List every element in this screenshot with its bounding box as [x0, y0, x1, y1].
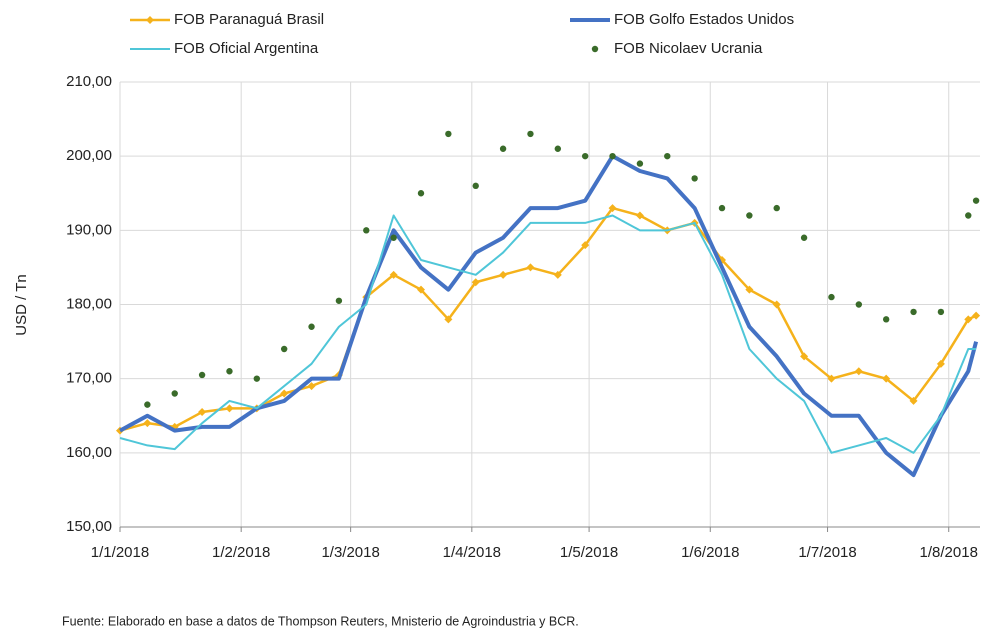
point — [280, 389, 289, 398]
x-tick-label: 1/5/2018 — [560, 544, 618, 561]
x-tick-label: 1/3/2018 — [321, 544, 379, 561]
point — [972, 311, 981, 320]
point — [691, 175, 698, 182]
point — [499, 270, 508, 279]
point — [553, 270, 562, 279]
y-tick-label: 210,00 — [66, 73, 112, 90]
point — [144, 401, 151, 408]
point — [143, 419, 152, 428]
point — [363, 227, 370, 234]
legend-swatch — [591, 45, 599, 53]
y-tick-label: 170,00 — [66, 370, 112, 387]
x-tick-label: 1/4/2018 — [443, 544, 501, 561]
y-tick-label: 190,00 — [66, 221, 112, 238]
point — [527, 130, 534, 138]
y-tick-label: 150,00 — [66, 518, 112, 535]
series-line — [119, 206, 977, 432]
point — [664, 152, 671, 160]
point — [526, 263, 535, 272]
point — [910, 308, 917, 316]
point — [936, 359, 945, 368]
point — [445, 130, 452, 138]
point — [800, 234, 808, 241]
point — [745, 285, 754, 294]
point — [773, 204, 780, 212]
legend-label: FOB Nicolaev Ucrania — [614, 40, 763, 57]
point — [772, 300, 781, 309]
point — [198, 408, 207, 417]
x-tick-label: 1/2/2018 — [212, 544, 270, 561]
x-tick-label: 1/1/2018 — [91, 544, 149, 561]
y-tick-label: 180,00 — [66, 295, 112, 312]
point — [280, 345, 288, 353]
point — [444, 315, 453, 324]
y-tick-label: 200,00 — [66, 147, 112, 164]
point — [417, 285, 425, 294]
point — [417, 190, 425, 197]
point — [335, 297, 343, 304]
point — [882, 374, 891, 383]
point — [635, 211, 644, 220]
x-tick-label: 1/8/2018 — [920, 544, 978, 561]
point — [554, 145, 562, 152]
point — [226, 368, 233, 375]
point — [965, 212, 972, 219]
y-axis-label: USD / Tn — [13, 274, 30, 335]
point — [581, 241, 590, 250]
point — [827, 374, 836, 383]
point — [636, 160, 644, 167]
series-line — [119, 154, 979, 478]
point — [389, 270, 398, 279]
source-note: Fuente: Elaborado en base a datos de Tho… — [62, 614, 579, 628]
point — [472, 182, 479, 190]
point — [746, 212, 753, 219]
point — [307, 382, 316, 391]
legend-label: FOB Oficial Argentina — [174, 40, 319, 57]
point — [608, 204, 617, 213]
legend-label: FOB Paranaguá Brasil — [174, 11, 324, 28]
legend-label: FOB Golfo Estados Unidos — [614, 11, 794, 28]
point — [800, 352, 809, 361]
point — [471, 278, 480, 287]
point — [882, 316, 890, 323]
y-tick-label: 160,00 — [66, 444, 112, 461]
point — [225, 404, 234, 413]
point — [609, 152, 616, 160]
point — [390, 234, 397, 241]
point — [854, 367, 863, 376]
point — [937, 308, 945, 316]
point — [253, 375, 261, 382]
point — [909, 396, 918, 405]
point — [855, 301, 863, 308]
point — [828, 293, 835, 301]
x-tick-label: 1/6/2018 — [681, 544, 739, 561]
legend-swatch — [146, 16, 154, 24]
point — [964, 315, 973, 324]
point — [198, 371, 206, 379]
point — [499, 145, 507, 152]
point — [308, 323, 315, 330]
series-line — [119, 214, 977, 454]
point — [972, 197, 980, 204]
point — [581, 152, 589, 160]
point — [718, 204, 726, 212]
x-tick-label: 1/7/2018 — [798, 544, 856, 561]
point — [171, 390, 178, 397]
